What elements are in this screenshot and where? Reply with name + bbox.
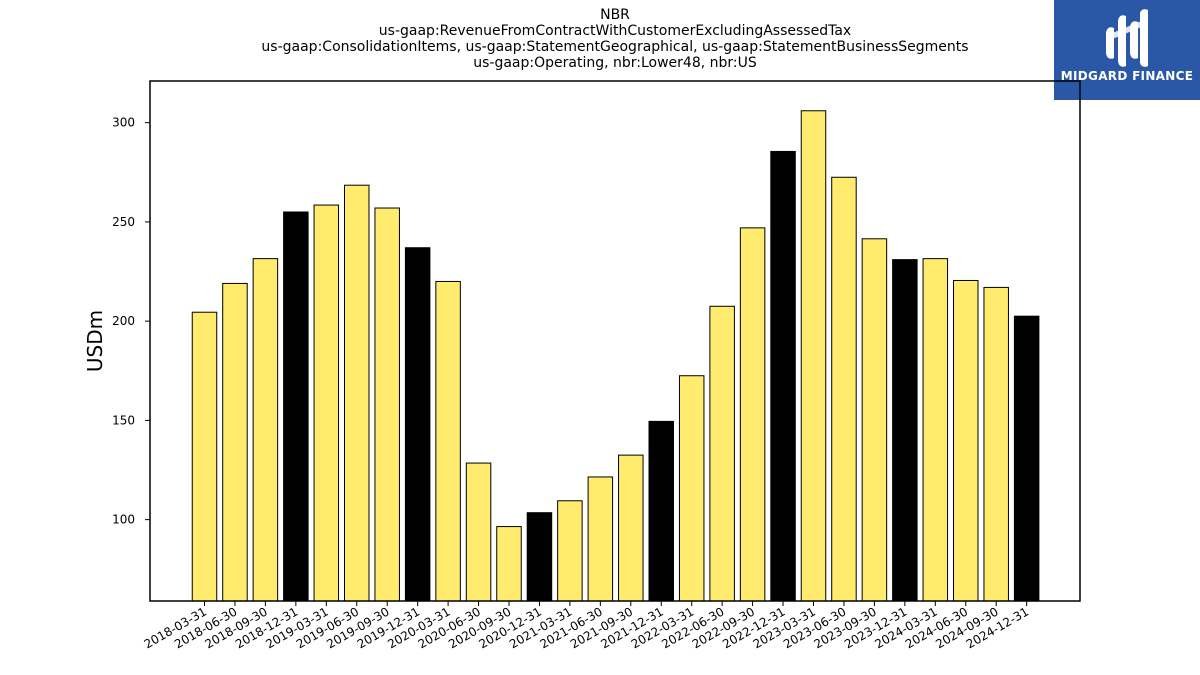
- bar-2023-03-31: [800, 110, 827, 602]
- bar-2019-12-31: [404, 247, 431, 602]
- bar-2018-03-31: [191, 311, 218, 602]
- bar-2020-03-31: [435, 280, 461, 602]
- bar-2024-12-31: [1013, 315, 1040, 602]
- bar-2020-12-31: [526, 512, 553, 602]
- midgard-finance-logo-icon: [1106, 9, 1148, 67]
- bar-2023-09-30: [861, 238, 888, 602]
- bar-2021-09-30: [618, 454, 644, 602]
- bar-2022-03-31: [678, 375, 705, 602]
- bar-2018-12-31: [283, 211, 309, 602]
- bar-2019-06-30: [344, 184, 370, 602]
- y-tick-label: 100: [112, 513, 135, 527]
- y-tick-label: 250: [112, 215, 135, 229]
- logo-name: MIDGARD FINANCE: [1060, 69, 1194, 83]
- chart-title: NBR us-gaap:RevenueFromContractWithCusto…: [150, 7, 1080, 71]
- bar-2023-12-31: [892, 259, 918, 602]
- title-line-axes: us-gaap:ConsolidationItems, us-gaap:Stat…: [261, 39, 969, 55]
- title-line-concept: us-gaap:RevenueFromContractWithCustomerE…: [378, 23, 852, 39]
- bar-2019-09-30: [374, 207, 400, 602]
- bar-2022-09-30: [739, 227, 766, 602]
- bar-2021-12-31: [648, 420, 674, 602]
- x-axis: 2018-03-312018-06-302018-09-302018-12-31…: [142, 601, 1031, 651]
- y-tick-label: 300: [112, 116, 135, 130]
- bar-2021-03-31: [557, 500, 583, 602]
- y-axis: 100 150 200 250 300: [112, 116, 150, 527]
- bar-2024-09-30: [983, 286, 1009, 602]
- y-tick-label: 200: [112, 314, 135, 328]
- y-tick-label: 150: [112, 413, 135, 427]
- bar-2024-03-31: [922, 258, 949, 602]
- plot-frame: [149, 80, 1081, 602]
- bar-2024-06-30: [953, 279, 979, 602]
- y-axis-label: USDm: [83, 310, 107, 372]
- bar-2022-12-31: [770, 150, 796, 602]
- title-line-members: us-gaap:Operating, nbr:Lower48, nbr:US: [473, 55, 757, 71]
- bar-2022-06-30: [709, 305, 735, 602]
- bar-2018-09-30: [252, 258, 279, 602]
- bar-2021-06-30: [587, 476, 614, 602]
- bars-layer: [191, 110, 1040, 602]
- bar-2019-03-31: [313, 204, 340, 602]
- title-line-ticker: NBR: [600, 7, 630, 23]
- bar-2020-09-30: [496, 526, 522, 602]
- bar-2020-06-30: [465, 462, 492, 602]
- bar-2023-06-30: [831, 176, 857, 602]
- midgard-finance-logo: MIDGARD FINANCE: [1054, 0, 1200, 100]
- bar-2018-06-30: [222, 282, 248, 602]
